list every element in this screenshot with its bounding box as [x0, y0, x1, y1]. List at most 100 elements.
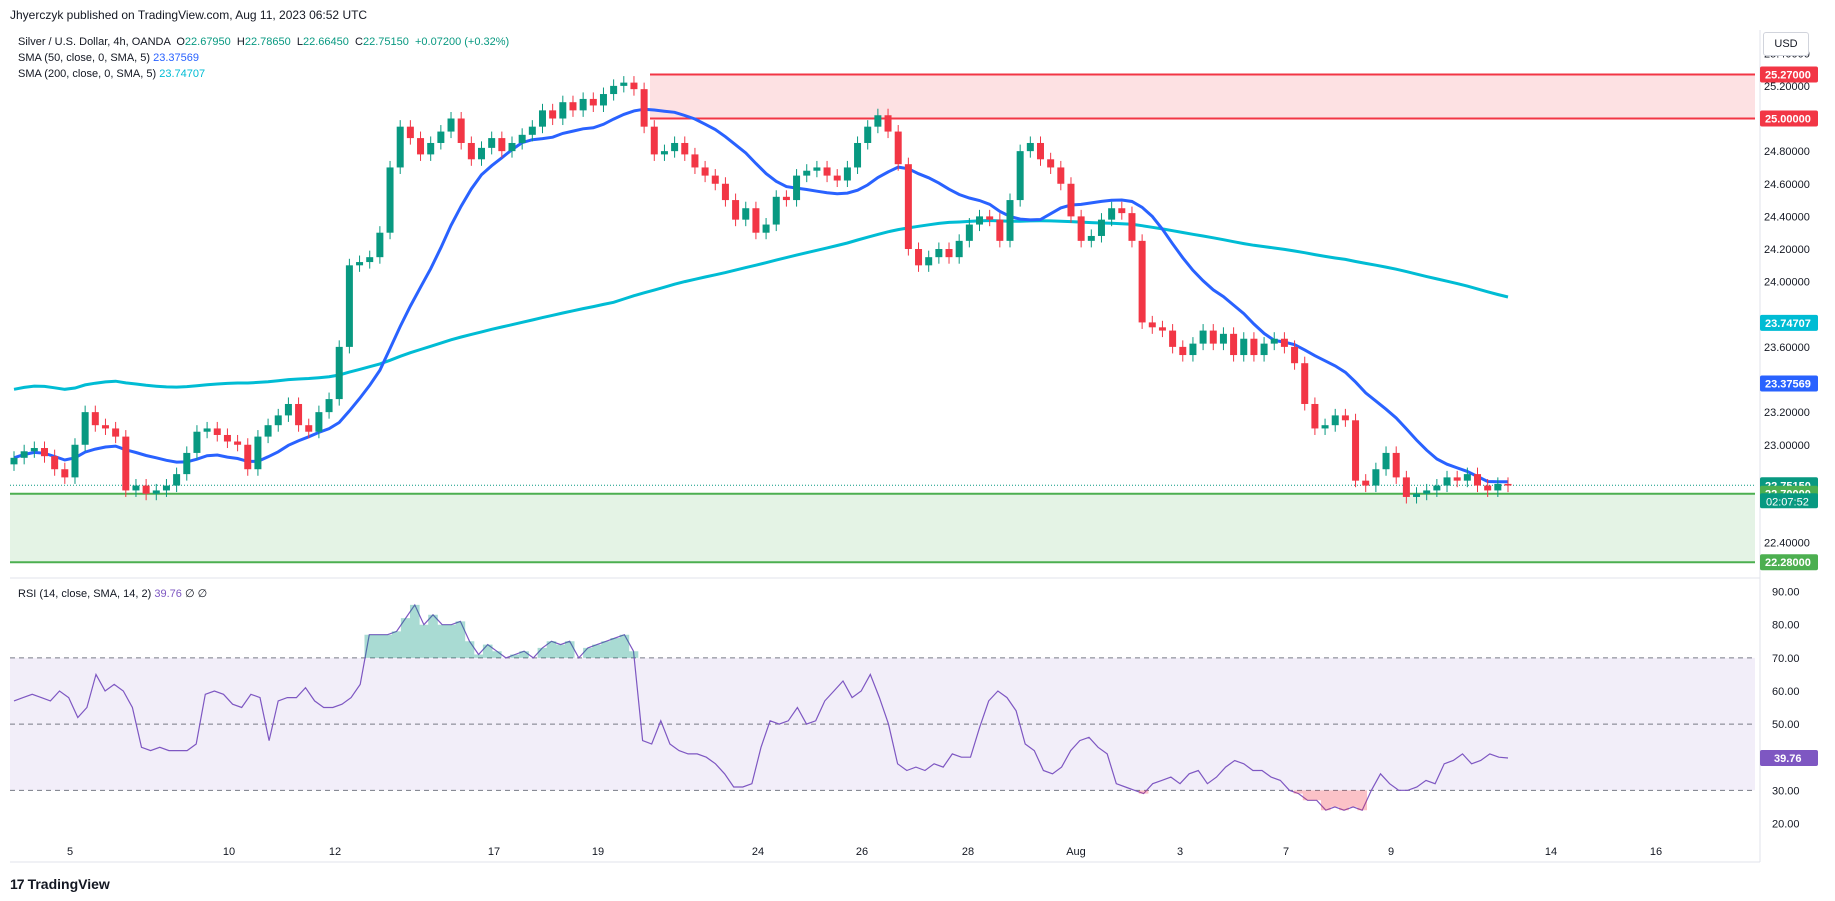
candle: [101, 418, 109, 435]
candle: [833, 169, 841, 188]
candle-body: [1047, 159, 1055, 168]
candle: [782, 190, 790, 207]
candle-body: [1504, 483, 1512, 486]
candle-body: [1097, 219, 1105, 236]
candle-body: [488, 138, 496, 148]
candle: [1433, 479, 1441, 497]
candle-body: [1362, 480, 1370, 486]
candle-body: [1382, 452, 1390, 470]
sma200-legend[interactable]: SMA (200, close, 0, SMA, 5) 23.74707: [18, 68, 206, 80]
time-tick-label: 9: [1388, 846, 1394, 858]
candle: [549, 103, 557, 126]
price-tick-label: 24.20000: [1764, 244, 1810, 256]
candle: [721, 177, 729, 207]
candle: [874, 108, 882, 134]
candle: [427, 136, 435, 161]
sma50-line: [13, 107, 1508, 484]
candle-body: [752, 208, 760, 233]
candle-body: [295, 403, 303, 426]
candle: [843, 160, 851, 188]
candle-body: [1484, 485, 1492, 491]
candle: [264, 418, 272, 444]
candle-body: [1189, 343, 1197, 356]
candle-body: [549, 110, 557, 119]
sma200-value: 23.74707: [159, 68, 206, 80]
candle-body: [203, 428, 211, 432]
candle-body: [518, 134, 526, 143]
rsi-tick-label: 50.00: [1772, 719, 1800, 731]
candle-body: [1474, 474, 1482, 486]
candle: [1036, 136, 1044, 166]
candle-body: [772, 196, 780, 225]
candle-body: [315, 412, 323, 432]
candle: [376, 226, 384, 264]
candle-body: [874, 115, 882, 127]
candle: [162, 479, 170, 497]
candle: [213, 421, 221, 442]
candle-body: [1341, 415, 1349, 421]
close-value: 22.75150: [362, 36, 409, 48]
tradingview-logo[interactable]: 17 TradingView: [10, 876, 110, 892]
rsi-tick-label: 90.00: [1772, 587, 1800, 599]
candle-body: [10, 457, 18, 465]
candle: [91, 405, 99, 432]
candle: [51, 449, 59, 476]
candle-body: [1036, 142, 1044, 160]
candle: [986, 209, 994, 227]
rsi-tick-label: 30.00: [1772, 785, 1800, 797]
candle: [183, 446, 191, 481]
candle: [1443, 470, 1451, 493]
candle: [1219, 327, 1227, 351]
candle-body: [173, 474, 181, 486]
candle-body: [864, 126, 872, 143]
candle-body: [579, 98, 587, 111]
candle-body: [1128, 213, 1136, 241]
rsi-tick-label: 60.00: [1772, 686, 1800, 698]
candle: [81, 405, 89, 452]
candle: [1230, 327, 1238, 362]
time-tick-label: 3: [1177, 846, 1183, 858]
candle-body: [813, 167, 821, 171]
candle-body: [1158, 327, 1166, 331]
price-tick-label: 23.60000: [1764, 342, 1810, 354]
candle: [630, 76, 638, 96]
candle: [904, 157, 912, 256]
candle: [732, 193, 740, 227]
currency-button[interactable]: USD: [1763, 32, 1809, 56]
candle: [1463, 467, 1471, 488]
candle-body: [152, 490, 160, 494]
candle-body: [935, 249, 943, 258]
rsi-tick-label: 20.00: [1772, 818, 1800, 830]
candle: [803, 164, 811, 183]
candle: [1362, 474, 1370, 493]
candle: [1331, 408, 1339, 432]
candle: [234, 434, 242, 452]
candle: [1291, 340, 1299, 370]
rsi-line: [13, 603, 1509, 811]
candle-body: [732, 200, 740, 220]
candle: [1341, 408, 1349, 427]
price-badge-label: 25.27000: [1765, 69, 1811, 81]
price-tick-label: 24.80000: [1764, 146, 1810, 158]
rsi-legend[interactable]: RSI (14, close, SMA, 14, 2) 39.76 ∅ ∅: [18, 588, 208, 600]
candle: [660, 144, 668, 161]
candle: [467, 136, 475, 166]
candle-body: [508, 142, 516, 152]
candle-body: [254, 436, 262, 470]
price-badge-label: 23.37569: [1765, 378, 1811, 390]
candle-body: [894, 131, 902, 165]
candle-body: [793, 175, 801, 201]
candle: [1413, 487, 1421, 504]
sma50-legend[interactable]: SMA (50, close, 0, SMA, 5) 23.37569: [18, 52, 200, 64]
candle-body: [610, 85, 618, 95]
candle: [762, 218, 770, 240]
candle: [1372, 462, 1380, 493]
candle: [284, 397, 292, 422]
candle-body: [366, 257, 374, 263]
candle-body: [955, 240, 963, 258]
candle-body: [833, 175, 841, 181]
candle-body: [51, 456, 59, 470]
candle-body: [274, 415, 282, 426]
candle: [976, 209, 984, 232]
candle: [1280, 332, 1288, 354]
